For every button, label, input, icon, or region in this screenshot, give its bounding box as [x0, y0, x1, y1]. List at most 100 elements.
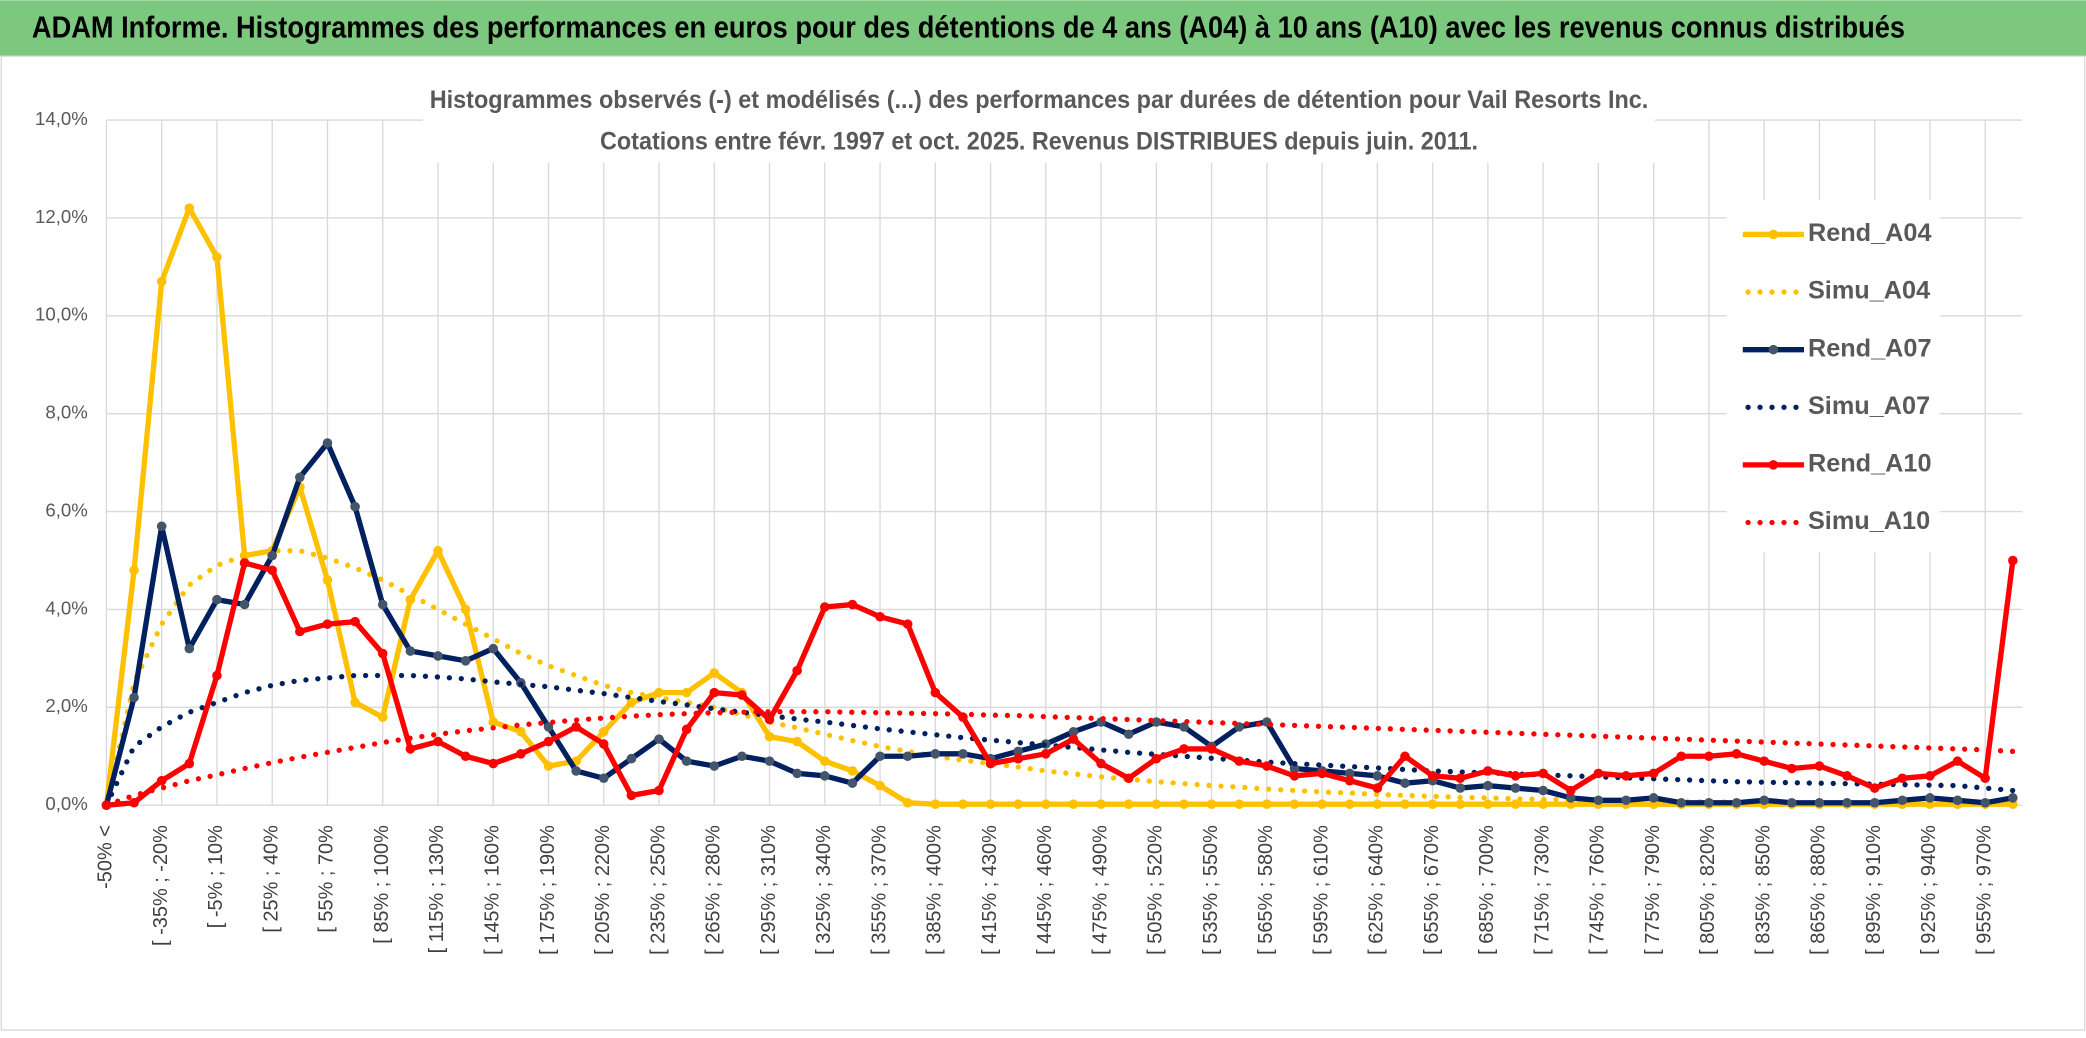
data-point	[433, 736, 443, 747]
data-point	[1372, 783, 1383, 793]
chart-border	[0, 55, 2086, 1031]
legend-marker	[1768, 344, 1779, 355]
data-point	[433, 545, 443, 556]
chart-subtitle: Cotations entre févr. 1997 et oct. 2025.…	[600, 127, 1478, 155]
data-point	[1952, 795, 1963, 806]
data-point	[902, 619, 913, 629]
data-point	[1344, 768, 1355, 779]
data-point	[1206, 799, 1217, 809]
legend-label: Rend_A04	[1808, 219, 1932, 247]
data-point	[1041, 799, 1051, 809]
data-point	[543, 722, 554, 732]
data-point	[488, 717, 499, 727]
data-point	[377, 712, 388, 722]
x-tick-label: [ 505% ; 520%	[1145, 825, 1167, 955]
data-point	[930, 749, 941, 759]
data-point	[930, 799, 941, 809]
data-point	[1427, 799, 1438, 809]
y-tick-label: 4,0%	[45, 597, 87, 618]
data-point	[239, 599, 250, 610]
data-point	[737, 690, 747, 700]
x-tick-label: [ 715% ; 730%	[1531, 825, 1553, 955]
data-point	[543, 761, 554, 771]
data-point	[1289, 771, 1300, 781]
data-point	[1013, 799, 1023, 809]
data-point	[1151, 753, 1162, 764]
data-point	[819, 771, 830, 781]
data-point	[1483, 766, 1493, 776]
data-point	[1289, 799, 1300, 809]
data-point	[681, 756, 692, 766]
data-point	[460, 751, 471, 762]
y-tick-label: 2,0%	[45, 695, 87, 716]
data-point	[1400, 799, 1410, 809]
data-point	[377, 648, 388, 659]
data-point	[681, 724, 692, 735]
data-point	[405, 646, 416, 656]
data-point	[1427, 771, 1438, 781]
x-tick-label: [ 25% ; 40%	[260, 825, 282, 933]
data-point	[129, 565, 139, 576]
data-point	[1041, 749, 1051, 759]
x-tick-label: [ 805% ; 820%	[1697, 825, 1719, 955]
data-point	[847, 778, 858, 788]
data-point	[1676, 751, 1687, 762]
data-point	[1068, 726, 1079, 737]
x-tick-label: [ 835% ; 850%	[1752, 825, 1774, 955]
x-tick-label: [ -5% ; 10%	[205, 825, 227, 928]
data-point	[709, 761, 720, 771]
data-point	[1759, 756, 1769, 766]
data-point	[1372, 771, 1383, 781]
y-tick-label: 10,0%	[35, 304, 88, 325]
x-tick-label: [ 475% ; 490%	[1089, 825, 1111, 955]
legend-label: Simu_A10	[1808, 507, 1930, 535]
y-tick-label: 12,0%	[35, 206, 88, 227]
x-tick-label: [ 655% ; 670%	[1421, 825, 1443, 955]
data-point	[212, 252, 222, 262]
data-point	[1289, 763, 1300, 774]
legend-label: Simu_A04	[1808, 277, 1930, 305]
data-point	[295, 472, 305, 483]
x-tick-label: [ 565% ; 580%	[1255, 825, 1277, 955]
data-point	[129, 692, 139, 703]
data-point	[1262, 761, 1272, 771]
series-line	[103, 548, 2016, 808]
data-point	[1317, 799, 1327, 809]
data-point	[1123, 729, 1134, 740]
data-point	[654, 734, 664, 744]
data-point	[377, 599, 388, 610]
x-tick-label: -50% <	[95, 825, 117, 889]
data-point	[792, 768, 802, 779]
data-point	[156, 521, 167, 532]
title-background	[423, 82, 1655, 163]
data-point	[571, 722, 581, 732]
data-point	[1151, 799, 1162, 809]
y-tick-label: 6,0%	[45, 499, 87, 520]
data-point	[1455, 773, 1466, 784]
data-point	[792, 736, 802, 747]
data-point	[1980, 797, 1990, 808]
data-point	[930, 687, 941, 698]
data-point	[1952, 756, 1963, 766]
data-point	[1151, 717, 1162, 727]
data-point	[1593, 795, 1604, 806]
data-point	[1897, 795, 1908, 806]
data-point	[1538, 799, 1548, 809]
data-point	[764, 756, 775, 766]
data-point	[212, 670, 222, 681]
data-point	[1787, 763, 1797, 774]
data-point	[1400, 778, 1410, 788]
data-point	[433, 651, 443, 661]
data-point	[1925, 793, 1935, 803]
data-point	[1704, 797, 1714, 808]
data-point	[2008, 793, 2018, 803]
x-tick-label: [ 85% ; 100%	[371, 825, 393, 944]
data-point	[847, 599, 858, 610]
data-point	[709, 687, 720, 698]
data-point	[1980, 773, 1990, 784]
data-point	[1123, 773, 1134, 784]
data-point	[709, 668, 720, 678]
data-point	[847, 766, 858, 776]
data-point	[1455, 799, 1466, 809]
data-point	[488, 643, 499, 654]
